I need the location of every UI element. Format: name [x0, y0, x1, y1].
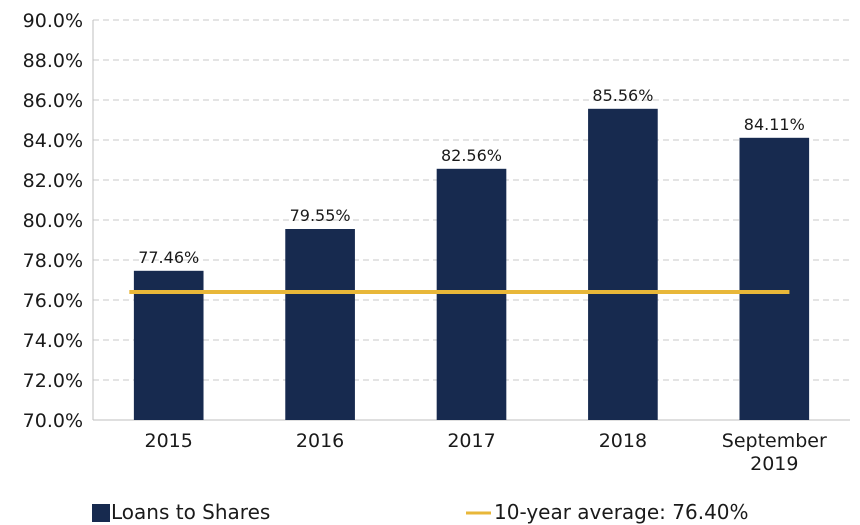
y-tick-label: 72.0% [23, 370, 83, 392]
data-label: 85.56% [592, 86, 653, 105]
y-tick-label: 82.0% [23, 170, 83, 192]
x-tick-label: 2016 [295, 430, 345, 452]
bar [436, 168, 507, 420]
data-label: 79.55% [290, 206, 351, 225]
data-label: 84.11% [744, 115, 805, 134]
legend-swatch [92, 504, 110, 522]
y-tick-label: 80.0% [23, 210, 83, 232]
legend-label: 10-year average: 76.40% [494, 500, 749, 524]
y-tick-label: 86.0% [23, 90, 83, 112]
y-tick-label: 88.0% [23, 50, 83, 72]
x-tick-label: 2017 [447, 430, 496, 452]
data-label: 82.56% [441, 146, 502, 165]
data-label: 77.46% [138, 248, 199, 267]
y-tick-label: 74.0% [23, 330, 83, 352]
bar [739, 137, 810, 421]
y-tick-label: 78.0% [23, 250, 83, 272]
x-tick-label: 2018 [598, 430, 648, 452]
bar [133, 270, 204, 420]
y-tick-label: 90.0% [23, 10, 83, 32]
y-tick-label: 70.0% [23, 410, 83, 432]
x-tick-label: 2015 [144, 430, 193, 452]
y-tick-label: 76.0% [23, 290, 83, 312]
x-tick-label: September 2019 [721, 430, 827, 475]
y-tick-label: 84.0% [23, 130, 83, 152]
bar [588, 108, 658, 421]
legend-label: Loans to Shares [111, 500, 271, 524]
bar [285, 229, 355, 420]
